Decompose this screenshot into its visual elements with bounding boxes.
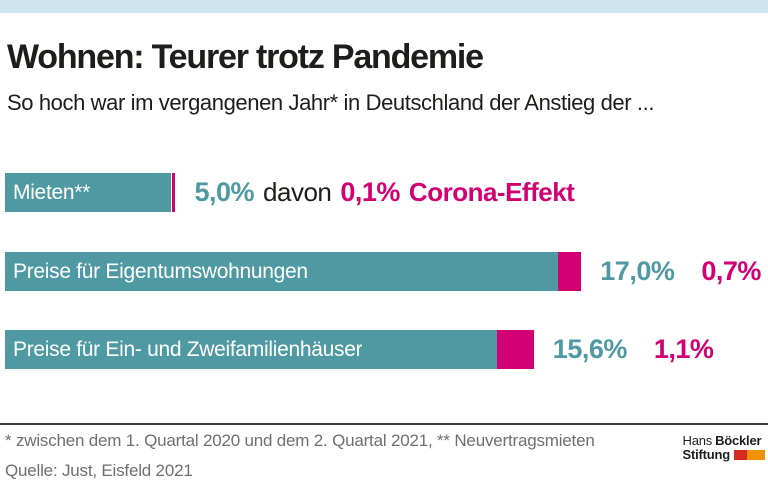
chart-subtitle: So hoch war im vergangenen Jahr* in Deut… bbox=[7, 90, 655, 115]
value-corona: 0,7% bbox=[701, 256, 761, 286]
bar-row-mieten: Mieten** 5,0% davon 0,1% Corona-Effekt bbox=[5, 173, 575, 212]
source-text: Quelle: Just, Eisfeld 2021 bbox=[5, 461, 193, 480]
value-total: 5,0% bbox=[194, 177, 255, 207]
logo-line-hans-boeckler: Hans Böckler bbox=[683, 433, 766, 447]
value-total: 15,6% bbox=[552, 334, 628, 364]
bar-eigentumswohnungen-corona-segment bbox=[557, 252, 582, 291]
boeckler-logo: Hans Böckler Stiftung bbox=[682, 433, 766, 462]
logo-red-block-icon bbox=[734, 450, 747, 460]
bar-category-label: Preise für Eigentumswohnungen bbox=[13, 259, 308, 283]
bar-row-eigentumswohnungen: Preise für Eigentumswohnungen 17,0% 0,7% bbox=[5, 252, 761, 291]
bar-category-label: Preise für Ein- und Zweifamilienhäuser bbox=[13, 337, 363, 361]
top-accent-band bbox=[0, 0, 768, 13]
footnote-text: * zwischen dem 1. Quartal 2020 und dem 2… bbox=[5, 431, 595, 450]
value-line-zweifamilienhaeuser: 15,6% 1,1% bbox=[553, 330, 714, 369]
davon-label: davon bbox=[263, 177, 332, 207]
logo-boeckler: Böckler bbox=[715, 432, 762, 448]
bar-mieten-total-segment: Mieten** bbox=[5, 173, 172, 212]
bar-zweifamilienhaeuser-corona-segment bbox=[496, 330, 534, 369]
value-line-mieten: 5,0% davon 0,1% Corona-Effekt bbox=[194, 173, 574, 212]
value-corona: 1,1% bbox=[653, 334, 714, 364]
bar-zweifamilienhaeuser-total-segment: Preise für Ein- und Zweifamilienhäuser bbox=[5, 330, 497, 369]
bar-mieten-corona-segment bbox=[172, 173, 176, 212]
logo-stiftung: Stiftung bbox=[682, 446, 731, 462]
bar-category-label: Mieten** bbox=[13, 180, 90, 204]
logo-hans: Hans bbox=[682, 432, 713, 448]
corona-effekt-label: Corona-Effekt bbox=[408, 177, 575, 207]
value-corona: 0,1% bbox=[340, 177, 400, 207]
bar-row-zweifamilienhaeuser: Preise für Ein- und Zweifamilienhäuser 1… bbox=[5, 330, 714, 369]
logo-line-stiftung: Stiftung bbox=[682, 446, 765, 462]
chart-title: Wohnen: Teurer trotz Pandemie bbox=[7, 38, 484, 76]
value-line-eigentumswohnungen: 17,0% 0,7% bbox=[600, 252, 761, 291]
footer-divider bbox=[0, 423, 768, 425]
value-total: 17,0% bbox=[600, 256, 675, 286]
logo-color-blocks bbox=[734, 450, 765, 460]
bar-eigentumswohnungen-total-segment: Preise für Eigentumswohnungen bbox=[5, 252, 558, 291]
logo-orange-block-icon bbox=[747, 450, 765, 460]
